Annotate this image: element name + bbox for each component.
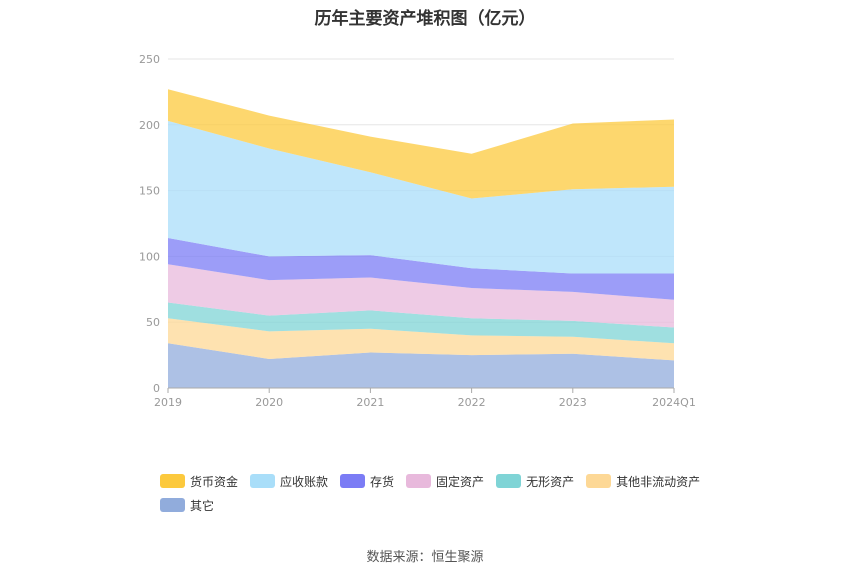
- legend-swatch: [496, 474, 522, 488]
- legend-item[interactable]: 存货: [340, 472, 394, 490]
- y-tick-label: 50: [146, 316, 160, 329]
- legend-label: 固定资产: [436, 474, 485, 489]
- x-tick-label: 2023: [559, 396, 587, 409]
- legend: 货币资金 应收账款 存货 固定资产 无形资产 其他非流动资产其它: [160, 472, 720, 514]
- legend-item[interactable]: 固定资产: [406, 472, 484, 490]
- legend-label: 货币资金: [190, 474, 239, 489]
- legend-swatch: [160, 498, 185, 512]
- area-series-3[interactable]: [168, 264, 674, 328]
- area-series-6[interactable]: [168, 89, 674, 199]
- legend-swatch: [160, 474, 185, 488]
- y-tick-label: 200: [139, 119, 160, 132]
- chart-title: 历年主要资产堆积图（亿元）: [314, 9, 536, 29]
- legend-label: 应收账款: [280, 474, 329, 489]
- legend-item[interactable]: 应收账款: [250, 472, 328, 490]
- axis-layer: 0 50 100 150 200 250 2019 2020 2021 2022 2023 2024Q…: [139, 53, 696, 409]
- data-source-note: 数据来源：恒生聚源: [366, 550, 484, 565]
- legend-swatch: [340, 474, 366, 488]
- area-series-5[interactable]: [168, 120, 674, 274]
- y-tick-label: 150: [139, 185, 160, 198]
- x-tick-label: 2020: [255, 396, 283, 409]
- legend-swatch: [406, 474, 432, 488]
- legend-label: 存货: [370, 474, 395, 489]
- area-layer: [168, 89, 674, 388]
- y-tick-label: 250: [139, 53, 160, 66]
- area-series-1[interactable]: [168, 318, 674, 361]
- x-tick-label: 2019: [154, 396, 182, 409]
- legend-label: 无形资产: [526, 474, 575, 489]
- area-series-2[interactable]: [168, 302, 674, 344]
- legend-item[interactable]: 无形资产: [496, 472, 574, 490]
- legend-item[interactable]: 货币资金: [160, 472, 238, 490]
- area-series-4[interactable]: [168, 238, 674, 300]
- legend-label: 其他非流动资产: [616, 474, 701, 489]
- y-tick-label: 100: [139, 250, 160, 263]
- x-tick-label: 2022: [458, 396, 486, 409]
- legend-label: 其它: [190, 498, 215, 513]
- legend-swatch: [586, 474, 612, 488]
- area-series-0[interactable]: [168, 343, 674, 388]
- legend-item[interactable]: 其他非流动资产: [586, 472, 700, 490]
- y-tick-label: 0: [153, 382, 160, 395]
- x-tick-label: 2024Q1: [652, 396, 696, 409]
- legend-swatch: [250, 474, 276, 488]
- legend-item[interactable]: 其它: [160, 496, 214, 514]
- x-tick-label: 2021: [356, 396, 384, 409]
